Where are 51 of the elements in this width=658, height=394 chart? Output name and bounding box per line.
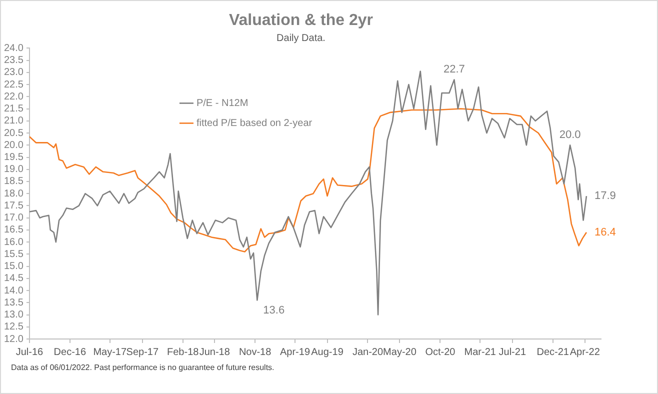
chart-subtitle: Daily Data. bbox=[276, 32, 326, 44]
y-tick-label: 20.5 bbox=[4, 128, 24, 139]
x-tick-label: Feb-18 bbox=[167, 346, 200, 358]
x-tick-label: Nov-18 bbox=[238, 346, 272, 358]
y-tick-label: 19.0 bbox=[4, 164, 24, 176]
y-tick-label: 24.0 bbox=[4, 42, 24, 54]
chart-title: Valuation & the 2yr bbox=[228, 12, 374, 30]
y-tick-label: 19.5 bbox=[4, 152, 24, 163]
x-tick-label: Oct-20 bbox=[425, 346, 456, 358]
y-tick-label: 17.0 bbox=[4, 212, 24, 224]
x-tick-label: Aug-19 bbox=[311, 346, 344, 358]
annotation: 20.0 bbox=[559, 129, 581, 142]
annotation: 16.4 bbox=[594, 226, 616, 238]
annotation: 13.6 bbox=[263, 304, 285, 316]
y-tick-label: 12.0 bbox=[4, 334, 24, 345]
y-tick-label: 14.5 bbox=[4, 273, 24, 284]
y-tick-label: 15.5 bbox=[4, 248, 24, 260]
y-tick-label: 13.0 bbox=[4, 310, 24, 321]
annotation: 17.9 bbox=[594, 190, 616, 202]
text: Data as of 06/01/2022. Past performance is no guarantee of future results. bbox=[11, 363, 276, 372]
x-tick-label: May-20 bbox=[383, 346, 417, 358]
y-tick-label: 14.0 bbox=[4, 285, 24, 296]
x-tick-label: Apr-22 bbox=[570, 346, 600, 358]
y-tick-label: 12.5 bbox=[4, 322, 24, 333]
x-tick-label: Apr-19 bbox=[280, 346, 310, 358]
x-tick-label: Dec-21 bbox=[536, 346, 570, 358]
y-tick-label: 23.5 bbox=[4, 55, 24, 66]
y-tick-label: 23.0 bbox=[4, 67, 24, 78]
legend-label: P/E - N12M bbox=[196, 98, 248, 109]
y-tick-label: 22.5 bbox=[4, 79, 24, 90]
y-tick-label: 18.0 bbox=[4, 188, 24, 200]
x-tick-label: Jan-20 bbox=[352, 346, 384, 358]
y-tick-label: 21.5 bbox=[4, 104, 24, 115]
y-tick-label: 15.0 bbox=[4, 261, 24, 272]
y-tick-label: 16.0 bbox=[4, 236, 24, 248]
x-tick-label: May-17 bbox=[93, 346, 127, 358]
x-tick-label: Dec-16 bbox=[54, 346, 86, 358]
x-tick-label: Mar-21 bbox=[464, 346, 496, 358]
x-tick-label: Jun-18 bbox=[199, 346, 230, 358]
y-tick-label: 21.0 bbox=[4, 116, 24, 127]
y-tick-label: 22.0 bbox=[4, 91, 24, 102]
y-tick-label: 13.5 bbox=[4, 297, 24, 308]
y-tick-label: 18.5 bbox=[4, 176, 24, 188]
legend-label: fitted P/E based on 2-year bbox=[196, 118, 313, 129]
y-tick-label: 20.0 bbox=[4, 140, 24, 151]
y-tick-label: 17.5 bbox=[4, 200, 24, 212]
y-tick-label: 16.5 bbox=[4, 224, 24, 236]
x-tick-label: Sep-17 bbox=[126, 346, 159, 358]
annotation: 22.7 bbox=[444, 64, 465, 76]
x-tick-label: Jul-21 bbox=[498, 346, 526, 358]
x-tick-label: Jul-16 bbox=[16, 346, 44, 358]
